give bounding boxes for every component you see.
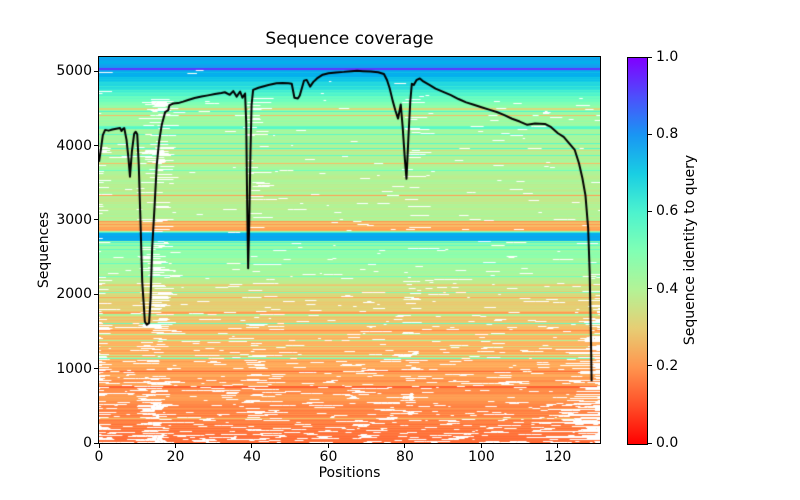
- x-tick-mark: [98, 444, 100, 448]
- x-tick-mark: [174, 444, 176, 448]
- colorbar-tick-mark: [648, 288, 652, 290]
- x-tick-label: 60: [319, 449, 338, 465]
- y-tick-label: 0: [83, 435, 92, 451]
- y-tick-label: 2000: [56, 286, 92, 303]
- y-tick-mark: [94, 70, 98, 72]
- colorbar-tick-mark: [648, 365, 652, 367]
- y-tick-mark: [94, 368, 98, 370]
- x-tick-mark: [480, 444, 482, 448]
- msa-heatmap-canvas: [99, 57, 600, 443]
- colorbar-tick-mark: [648, 442, 652, 444]
- x-tick-label: 120: [544, 449, 572, 465]
- y-tick-label: 5000: [56, 63, 92, 80]
- colorbar-tick-label: 0.6: [656, 203, 679, 220]
- x-tick-label: 80: [396, 449, 414, 465]
- y-tick-mark: [94, 442, 98, 444]
- y-tick-label: 4000: [56, 137, 92, 154]
- colorbar-tick-label: 1.0: [656, 49, 679, 65]
- x-tick-label: 0: [94, 449, 104, 465]
- colorbar-tick-mark: [648, 56, 652, 58]
- x-tick-mark: [557, 444, 559, 448]
- colorbar-gradient: [627, 57, 648, 445]
- x-tick-mark: [327, 444, 329, 448]
- colorbar-tick-label: 0.0: [656, 435, 679, 451]
- x-tick-mark: [404, 444, 406, 448]
- colorbar-tick-label: 0.4: [656, 280, 679, 297]
- y-tick-mark: [94, 145, 98, 146]
- y-axis-label: Sequences: [36, 211, 52, 289]
- x-tick-label: 100: [468, 449, 495, 465]
- y-tick-label: 1000: [56, 360, 92, 377]
- colorbar-tick-label: 0.2: [656, 357, 679, 374]
- colorbar-tick-mark: [648, 133, 652, 135]
- y-tick-mark: [94, 293, 98, 295]
- y-tick-label: 3000: [56, 211, 92, 228]
- x-axis-label: Positions: [318, 465, 381, 481]
- colorbar-tick-label: 0.8: [656, 126, 679, 143]
- x-tick-mark: [251, 444, 253, 448]
- colorbar-label: Sequence identity to query: [682, 154, 698, 346]
- colorbar-tick-mark: [648, 210, 652, 212]
- y-tick-mark: [94, 219, 98, 221]
- x-tick-label: 40: [243, 449, 261, 465]
- x-tick-label: 20: [166, 449, 185, 465]
- chart-title: Sequence coverage: [265, 29, 434, 49]
